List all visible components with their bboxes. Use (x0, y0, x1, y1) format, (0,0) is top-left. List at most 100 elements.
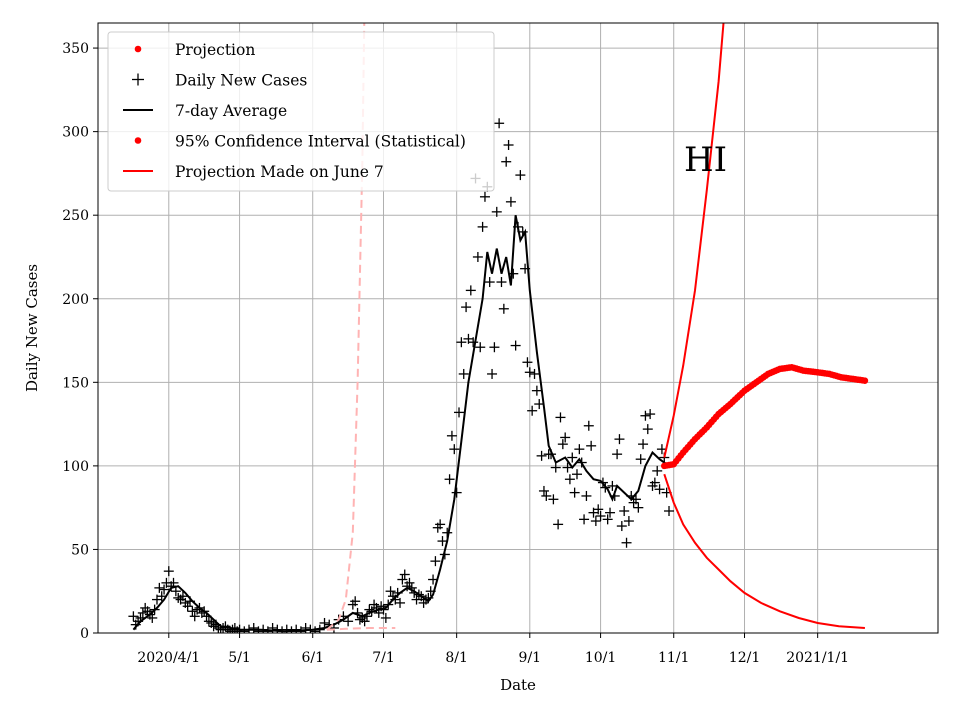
confidence-interval-line (663, 473, 865, 629)
daily-case-point (652, 465, 663, 476)
daily-case-point (503, 140, 514, 150)
daily-case-point (173, 592, 184, 603)
daily-case-point (484, 277, 495, 288)
daily-case-point (649, 477, 660, 488)
y-tick-label: 250 (62, 208, 89, 224)
daily-case-point (253, 626, 264, 633)
daily-case-point (163, 566, 174, 577)
projection-point (861, 377, 869, 384)
axes: 2020/4/1 5/1 6/1 7/1 8/1 9/1 10/1 11/1 12/1 2021/… (62, 22, 939, 666)
y-axis-label: Daily New Cases (23, 264, 41, 392)
daily-case-point (531, 385, 542, 396)
daily-case-point (475, 342, 486, 353)
daily-case-point (468, 337, 479, 348)
legend-entry: 7-day Average (123, 102, 287, 120)
daily-case-point (538, 485, 549, 496)
daily-case-point (505, 196, 516, 207)
daily-case-point (654, 484, 665, 495)
daily-case-point (621, 537, 632, 548)
daily-case-point (569, 487, 580, 498)
daily-case-point (553, 519, 564, 530)
daily-case-point (612, 449, 623, 460)
daily-case-point (498, 303, 509, 314)
x-tick-label: 5/1 (228, 650, 251, 666)
daily-case-point (451, 487, 462, 498)
legend-dot-marker (134, 137, 142, 144)
daily-case-point (642, 424, 653, 435)
daily-case-point (435, 519, 446, 530)
x-tick-label: 12/1 (729, 650, 760, 666)
daily-case-point (640, 410, 651, 421)
daily-case-point (182, 601, 193, 612)
daily-case-point (633, 502, 644, 513)
legend-entry: Daily New Cases (132, 72, 307, 90)
daily-case-point (154, 582, 165, 593)
daily-case-point (619, 506, 630, 516)
daily-case-point (581, 490, 592, 501)
daily-case-point (595, 511, 606, 522)
daily-case-point (189, 611, 200, 622)
daily-case-point (404, 577, 415, 588)
daily-case-point (487, 368, 498, 379)
confidence-interval-line (663, 23, 725, 458)
daily-case-point (623, 516, 634, 527)
daily-case-point (168, 577, 179, 588)
daily-case-point (350, 596, 361, 607)
daily-case-point (128, 611, 139, 622)
legend-label: 95% Confidence Interval (Statistical) (175, 133, 466, 151)
daily-case-point (454, 407, 465, 418)
state-annotation: HI (684, 140, 727, 180)
legend-label: Daily New Cases (175, 72, 307, 90)
legend-entry: Projection Made on June 7 (123, 163, 384, 181)
daily-case-point (602, 514, 613, 525)
y-tick-label: 100 (62, 459, 89, 475)
legend-label: Projection (175, 41, 255, 59)
daily-case-point (300, 622, 311, 633)
daily-case-point (430, 556, 441, 567)
daily-case-point (203, 616, 214, 627)
daily-case-point (159, 584, 170, 595)
daily-case-point (590, 516, 601, 527)
daily-case-point (630, 494, 641, 505)
daily-case-point (579, 514, 590, 525)
daily-case-point (491, 206, 502, 217)
daily-case-point (583, 420, 594, 431)
daily-case-point (137, 607, 148, 618)
daily-case-point (147, 612, 158, 623)
daily-case-point (494, 118, 505, 129)
y-tick-label: 50 (71, 542, 89, 558)
daily-case-point (359, 616, 370, 627)
daily-case-point (477, 221, 488, 232)
daily-case-point (465, 285, 476, 296)
daily-case-point (444, 474, 455, 485)
daily-case-point (645, 409, 656, 420)
daily-case-point (479, 191, 490, 202)
daily-case-point (343, 616, 354, 627)
daily-case-point (449, 444, 460, 455)
daily-case-point (385, 586, 396, 597)
daily-case-point (541, 490, 552, 501)
daily-case-point (380, 612, 391, 623)
legend-entry: 95% Confidence Interval (Statistical) (134, 133, 466, 151)
daily-case-point (399, 569, 410, 580)
x-tick-label: 8/1 (445, 650, 468, 666)
daily-case-point (548, 494, 559, 505)
daily-case-point (472, 251, 483, 262)
y-tick-label: 350 (62, 41, 89, 57)
x-axis-label: Date (500, 676, 536, 694)
x-tick-label: 7/1 (372, 650, 395, 666)
daily-case-point (239, 626, 250, 633)
daily-case-point (593, 504, 604, 515)
daily-case-point (664, 506, 675, 516)
legend-box (107, 31, 495, 192)
daily-case-point (397, 574, 408, 585)
daily-case-point (501, 156, 512, 167)
x-tick-label: 10/1 (585, 650, 616, 666)
daily-case-point (567, 452, 578, 463)
daily-case-point (515, 170, 526, 181)
legend-entry: Projection (134, 41, 255, 59)
daily-case-point (437, 536, 448, 547)
seven-day-average-line (132, 215, 670, 633)
daily-case-point (635, 454, 646, 465)
